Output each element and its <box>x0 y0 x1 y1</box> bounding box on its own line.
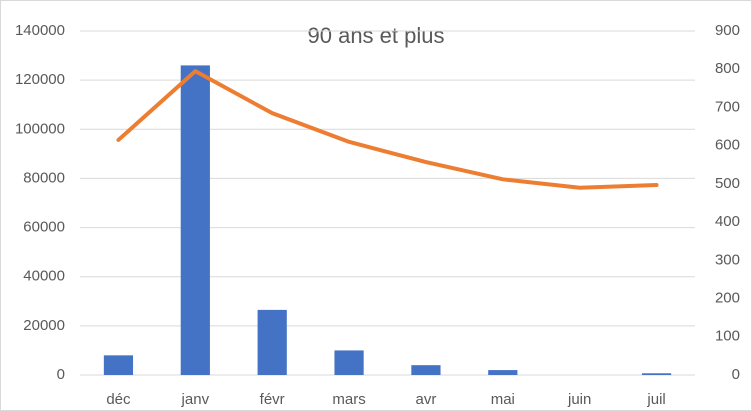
y2-tick-label: 300 <box>715 251 740 268</box>
y-tick-label: 0 <box>57 366 65 383</box>
x-tick-label: avr <box>416 391 437 408</box>
x-tick-label: mai <box>491 391 515 408</box>
y2-tick-label: 200 <box>715 290 740 307</box>
x-tick-label: janv <box>181 391 210 408</box>
x-tick-label: juil <box>646 391 665 408</box>
bar <box>334 350 364 375</box>
bar <box>103 355 134 375</box>
y2-tick-label: 800 <box>715 60 740 77</box>
y2-tick-label: 500 <box>715 175 740 192</box>
x-tick-label: mars <box>332 391 365 408</box>
y2-tick-label: 400 <box>715 213 740 230</box>
x-tick-label: déc <box>106 391 131 408</box>
y2-tick-label: 0 <box>732 366 740 383</box>
bar <box>411 365 441 375</box>
y2-tick-label: 700 <box>715 98 740 115</box>
y-tick-label: 120000 <box>15 71 65 88</box>
y2-tick-label: 100 <box>715 328 740 345</box>
y2-tick-label: 600 <box>715 137 740 154</box>
x-tick-label: févr <box>260 391 285 408</box>
y-tick-label: 20000 <box>23 317 65 334</box>
bar <box>257 309 287 375</box>
bar <box>180 65 210 376</box>
bar <box>488 370 518 375</box>
y-tick-label: 80000 <box>23 169 65 186</box>
line <box>116 69 659 190</box>
y2-tick-label: 900 <box>715 22 740 39</box>
y-tick-label: 60000 <box>23 219 65 236</box>
y-tick-label: 100000 <box>15 120 65 137</box>
y-tick-label: 40000 <box>23 268 65 285</box>
y-tick-label: 140000 <box>15 22 65 39</box>
x-tick-label: juin <box>567 391 591 408</box>
chart-title: 90 ans et plus <box>308 23 445 48</box>
bar <box>641 373 672 375</box>
